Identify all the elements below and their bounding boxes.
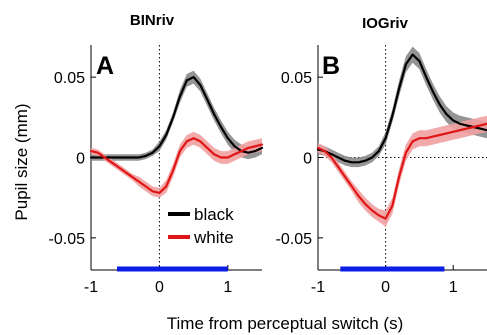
panel-a-y-tick-label: 0.05 xyxy=(54,70,85,87)
y-axis-label: Pupil size (mm) xyxy=(12,103,31,220)
panel-a-white-error-band xyxy=(91,131,262,198)
panel-b: IOGriv -0.05 0 0.05 -1 0 1 B xyxy=(276,15,487,296)
panel-b-x-tick-label: 1 xyxy=(449,279,458,296)
panel-b-y-tick-label: -0.05 xyxy=(276,231,313,248)
panel-b-white-series-line xyxy=(316,122,487,220)
panel-a-x-tick-label: -1 xyxy=(84,279,98,296)
legend-label-white: white xyxy=(193,228,234,247)
panel-b-y-tick-label: 0 xyxy=(303,151,312,168)
panel-a-y-tick-label: -0.05 xyxy=(49,231,86,248)
legend-label-black: black xyxy=(194,205,234,224)
panel-b-letter: B xyxy=(322,52,340,80)
panel-a-black-series-line xyxy=(89,75,264,159)
legend: black white xyxy=(168,205,234,247)
panel-b-y-tick-label: 0.05 xyxy=(281,70,312,87)
panel-a-white-series-line xyxy=(89,137,264,194)
panel-b-x-tick-label: 0 xyxy=(381,279,390,296)
panel-b-title: IOGriv xyxy=(362,15,409,32)
panel-b-black-series-line xyxy=(316,53,487,164)
panel-a-plot-area xyxy=(89,45,264,272)
panel-b-ticks: -0.05 0 0.05 -1 0 1 xyxy=(276,45,487,296)
panel-b-black-error-band xyxy=(318,46,487,168)
x-axis-label: Time from perceptual switch (s) xyxy=(167,314,403,333)
panel-b-x-tick-label: -1 xyxy=(311,279,325,296)
panel-a-letter: A xyxy=(96,52,114,80)
panel-b-plot-area xyxy=(316,45,487,272)
panel-a-x-tick-label: 0 xyxy=(155,279,164,296)
panel-b-white-error-band xyxy=(318,115,487,227)
panel-a-ticks: -0.05 0 0.05 -1 0 1 xyxy=(49,45,262,296)
panel-a-title: BINriv xyxy=(130,12,175,29)
panel-a-y-tick-label: 0 xyxy=(76,151,85,168)
panel-a-x-tick-label: 1 xyxy=(223,279,232,296)
